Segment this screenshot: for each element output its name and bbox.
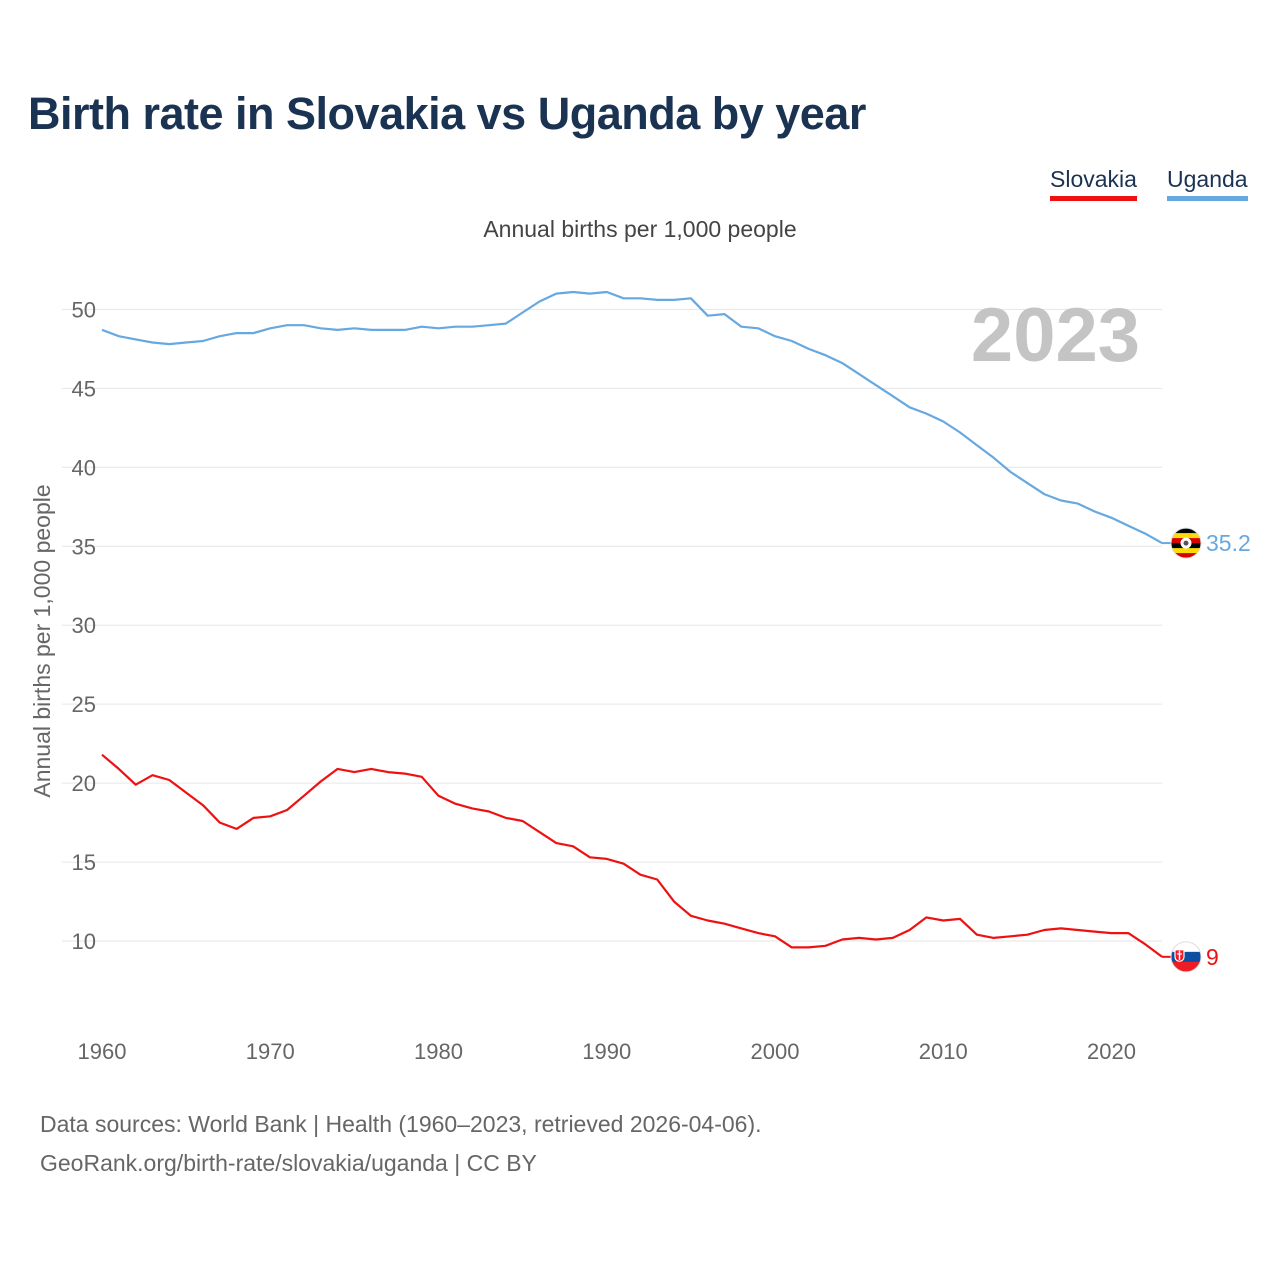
y-tick-label-10: 10 <box>72 929 96 954</box>
y-tick-label-20: 20 <box>72 771 96 796</box>
x-tick-label-2010: 2010 <box>919 1039 968 1064</box>
year-watermark: 2023 <box>971 293 1140 378</box>
x-tick-label-2020: 2020 <box>1087 1039 1136 1064</box>
series-line-slovakia[interactable] <box>101 753 1163 958</box>
chart-subtitle: Annual births per 1,000 people <box>483 216 797 242</box>
end-label-slovakia: 9 <box>1206 944 1219 970</box>
x-tick-label-2000: 2000 <box>751 1039 800 1064</box>
footer-link[interactable]: GeoRank.org/birth-rate/slovakia/uganda |… <box>40 1150 537 1176</box>
legend-item-uganda[interactable]: Uganda <box>1167 166 1248 201</box>
legend-item-slovakia[interactable]: Slovakia <box>1050 166 1137 201</box>
x-tick-label-1960: 1960 <box>78 1039 127 1064</box>
series-lines <box>101 290 1163 958</box>
footer: Data sources: World Bank | Health (1960–… <box>40 1105 762 1183</box>
series-end-markers: 935.2 <box>1162 527 1251 973</box>
line-chart: 10 15 20 25 30 35 40 45 50 1960 1970 1980 1990 2000 2… <box>29 290 1251 1064</box>
y-tick-label-25: 25 <box>72 692 96 717</box>
chart-title: Birth rate in Slovakia vs Uganda by year <box>28 88 866 139</box>
series-line-uganda[interactable] <box>101 290 1163 545</box>
y-tick-label-30: 30 <box>72 613 96 638</box>
y-tick-label-45: 45 <box>72 376 96 401</box>
x-tick-labels: 1960 1970 1980 1990 2000 2010 2020 <box>78 1039 1136 1064</box>
y-tick-label-50: 50 <box>72 297 96 322</box>
y-axis-label: Annual births per 1,000 people <box>29 484 55 797</box>
x-tick-label-1990: 1990 <box>582 1039 631 1064</box>
grid-lines <box>62 308 1162 942</box>
x-tick-label-1980: 1980 <box>414 1039 463 1064</box>
y-tick-labels: 10 15 20 25 30 35 40 45 50 <box>72 297 96 954</box>
footer-sources: Data sources: World Bank | Health (1960–… <box>40 1111 762 1137</box>
y-tick-label-40: 40 <box>72 455 96 480</box>
x-tick-label-1970: 1970 <box>246 1039 295 1064</box>
y-tick-label-15: 15 <box>72 850 96 875</box>
end-label-uganda: 35.2 <box>1206 530 1251 556</box>
uganda-flag-icon <box>1170 527 1202 559</box>
y-tick-label-35: 35 <box>72 534 96 559</box>
slovakia-flag-icon <box>1170 941 1202 973</box>
